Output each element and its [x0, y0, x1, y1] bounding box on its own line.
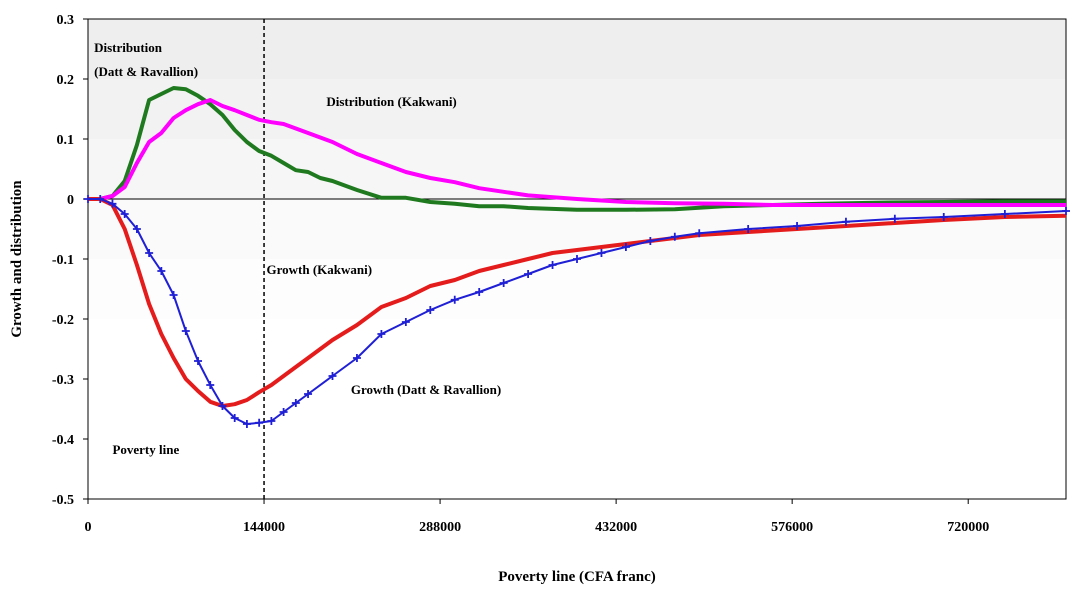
y-tick-label: -0.4 [52, 433, 74, 448]
data-point [524, 270, 533, 278]
data-point [218, 402, 227, 410]
data-point [267, 417, 276, 425]
data-point [939, 213, 948, 221]
data-point [84, 195, 92, 203]
data-point [169, 291, 178, 299]
data-point [377, 330, 386, 338]
background-band [88, 79, 1066, 139]
y-tick-label: 0.1 [57, 133, 75, 148]
data-point [96, 195, 105, 203]
y-tick-label: -0.3 [52, 373, 74, 388]
data-point [1062, 207, 1070, 215]
annotation-label: (Datt & Ravallion) [94, 64, 198, 79]
data-point [108, 199, 117, 208]
data-point [255, 418, 264, 427]
series-4 [84, 195, 1070, 428]
data-point [646, 237, 655, 245]
data-point [548, 261, 557, 269]
background-band [88, 379, 1066, 439]
data-point [890, 214, 899, 223]
series-1 [88, 86, 1066, 212]
x-tick-label: 576000 [771, 520, 813, 535]
data-point [120, 210, 129, 218]
series-line [88, 197, 1067, 408]
data-point [181, 327, 190, 335]
background-band [88, 439, 1066, 499]
annotation-label: Poverty line [112, 442, 179, 457]
data-point [450, 295, 459, 304]
y-tick-label: 0.3 [57, 13, 75, 28]
data-point [401, 318, 410, 326]
data-point [426, 306, 435, 314]
series-3 [88, 197, 1067, 408]
y-axis-label: Growth and distribution [9, 180, 25, 338]
x-tick-label: 144000 [243, 520, 285, 535]
data-point [145, 249, 154, 257]
series-layer [84, 86, 1070, 428]
data-point [475, 288, 484, 296]
data-point [132, 225, 141, 233]
data-point [573, 255, 581, 263]
x-tick-label: 432000 [595, 520, 637, 535]
data-point [1000, 210, 1009, 218]
data-point [352, 354, 361, 362]
series-2 [88, 98, 1066, 207]
data-point [328, 372, 337, 380]
data-point [499, 279, 508, 287]
data-point [670, 232, 679, 241]
background-band [88, 319, 1066, 379]
x-axis-ticks: 0 144000 288000 432000 576000 720000 [85, 499, 989, 535]
y-tick-label: -0.5 [52, 493, 74, 508]
y-axis-ticks: 0.3 0.2 0.1 0 -0.1 -0.2 -0.3 -0.4 -0.5 [52, 13, 88, 508]
series-line [88, 86, 1066, 212]
series-line [88, 198, 1067, 425]
annotation-label: Growth (Kakwani) [266, 262, 372, 277]
background-band [88, 139, 1066, 199]
y-tick-label: -0.2 [52, 313, 74, 328]
x-tick-label: 0 [85, 520, 92, 535]
data-point [695, 229, 704, 238]
data-point [194, 357, 203, 365]
data-point [157, 267, 166, 275]
annotations: Distribution (Datt & Ravallion) Distributi… [94, 40, 501, 457]
series-line [88, 98, 1066, 207]
annotation-label: Growth (Datt & Ravallion) [351, 382, 501, 397]
data-point [230, 414, 239, 422]
background-band [88, 259, 1066, 319]
data-point [304, 390, 313, 398]
y-tick-label: -0.1 [52, 253, 74, 268]
annotation-label: Distribution (Kakwani) [326, 94, 456, 109]
data-point [621, 243, 630, 251]
data-point [597, 249, 606, 257]
y-tick-label: 0.2 [57, 73, 75, 88]
data-point [744, 225, 753, 233]
x-tick-label: 720000 [947, 520, 989, 535]
x-axis-label: Poverty line (CFA franc) [498, 569, 656, 585]
data-point [291, 399, 300, 407]
data-point [841, 217, 850, 226]
background-band [88, 19, 1066, 79]
data-point [279, 408, 288, 416]
x-tick-label: 288000 [419, 520, 461, 535]
data-point [793, 222, 802, 230]
data-point [206, 381, 215, 389]
annotation-label: Distribution [94, 40, 163, 55]
y-tick-label: 0 [67, 193, 74, 208]
data-point [242, 420, 251, 428]
